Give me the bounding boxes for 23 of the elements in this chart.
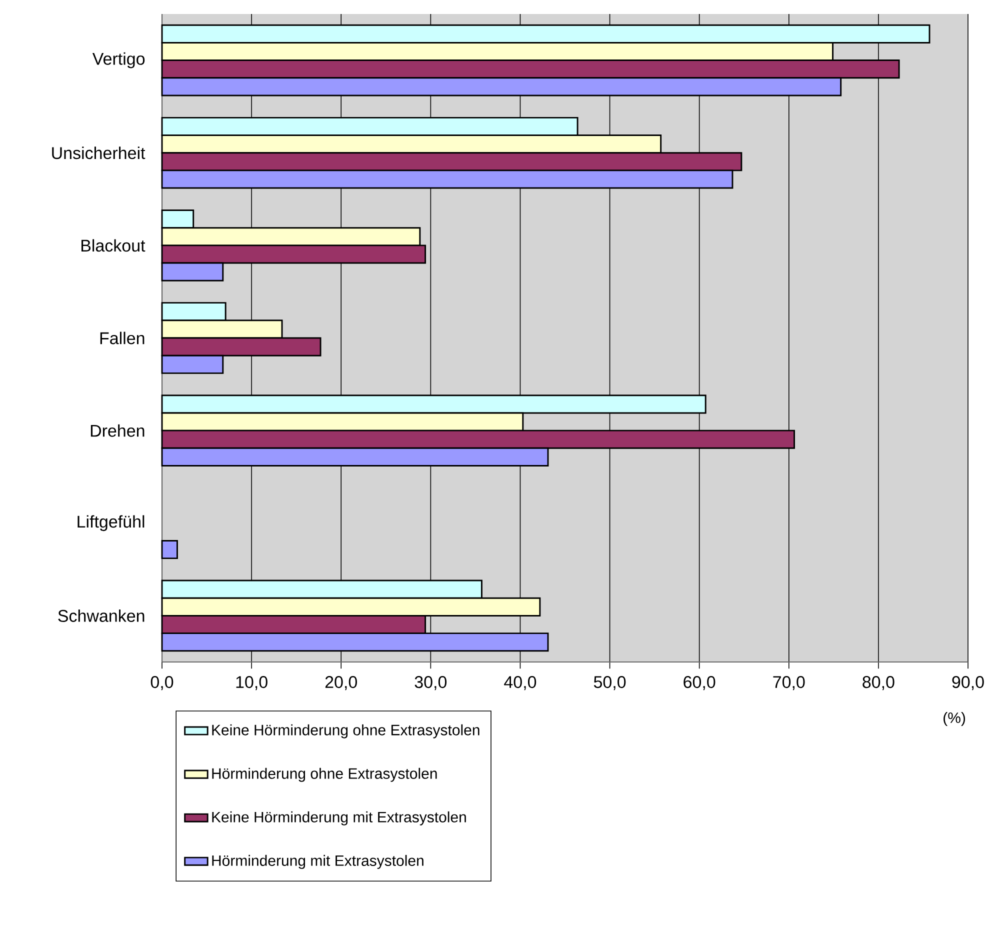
- x-axis-title: (%): [944, 712, 966, 726]
- x-tick-label: 70,0: [773, 676, 805, 690]
- legend-label: Hörminderung ohne Extrasystolen: [212, 768, 437, 782]
- y-tick-label: Drehen: [90, 424, 144, 437]
- x-tick-label: 40,0: [504, 676, 536, 690]
- y-tick-label: Fallen: [100, 332, 144, 344]
- x-tick-label: 60,0: [684, 676, 716, 690]
- y-tick-label: Blackout: [81, 239, 146, 252]
- y-tick-label: Unsicherheit: [52, 146, 146, 160]
- x-tick-label: 20,0: [325, 676, 357, 690]
- legend-label: Hörminderung mit Extrasystolen: [212, 854, 424, 869]
- y-tick-label: Schwanken: [58, 609, 144, 622]
- y-tick-label: Vertigo: [92, 52, 145, 68]
- y-tick-label: Liftgefühl: [78, 515, 144, 532]
- x-tick-label: 30,0: [414, 676, 447, 690]
- x-tick-label: 0,0: [150, 676, 174, 690]
- legend-label: Keine Hörminderung ohne Extrasystolen: [212, 724, 480, 738]
- x-tick-label: 50,0: [594, 676, 626, 690]
- legend-label: Keine Hörminderung mit Extrasystolen: [212, 811, 466, 826]
- x-tick-label: 80,0: [862, 676, 894, 690]
- bar: [161, 540, 178, 560]
- x-tick-label: 10,0: [236, 676, 268, 690]
- x-tick-label: 90,0: [952, 676, 984, 690]
